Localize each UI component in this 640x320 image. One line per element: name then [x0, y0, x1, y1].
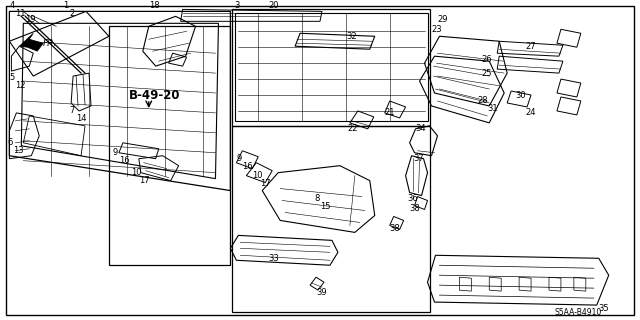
Text: 9: 9: [236, 154, 242, 163]
Text: S5AA-B4910: S5AA-B4910: [555, 308, 602, 316]
Text: 12: 12: [15, 81, 26, 90]
Text: 17: 17: [139, 176, 149, 185]
Text: 22: 22: [348, 124, 358, 133]
Text: 39: 39: [316, 288, 326, 297]
Text: 10: 10: [252, 171, 263, 180]
Text: 16: 16: [119, 156, 129, 165]
Text: 24: 24: [525, 108, 536, 117]
Text: 10: 10: [131, 168, 141, 177]
Text: 4: 4: [10, 1, 15, 10]
Text: 38: 38: [390, 224, 401, 233]
Text: 25: 25: [481, 68, 492, 78]
Text: 14: 14: [76, 114, 86, 124]
Text: FR.: FR.: [44, 39, 58, 48]
Text: 13: 13: [13, 146, 24, 155]
Text: 26: 26: [481, 55, 492, 64]
Text: 16: 16: [243, 162, 253, 171]
Text: 36: 36: [408, 194, 419, 203]
Text: 2: 2: [69, 9, 74, 18]
Text: 28: 28: [477, 96, 488, 106]
Text: 7: 7: [69, 107, 74, 116]
Text: 3: 3: [234, 1, 240, 10]
Text: 34: 34: [415, 124, 426, 133]
Text: 30: 30: [515, 91, 525, 100]
Text: 9: 9: [113, 148, 118, 157]
Text: 38: 38: [410, 204, 420, 213]
Text: 37: 37: [413, 154, 424, 163]
Text: 21: 21: [385, 108, 396, 117]
Text: 1: 1: [63, 1, 68, 10]
Text: 8: 8: [314, 194, 319, 203]
Text: 5: 5: [10, 73, 15, 82]
Text: 31: 31: [487, 104, 498, 114]
Text: 32: 32: [346, 32, 356, 41]
Text: 29: 29: [438, 15, 448, 24]
Text: 19: 19: [26, 15, 36, 24]
Text: 20: 20: [268, 1, 279, 10]
Text: 18: 18: [148, 1, 159, 10]
Polygon shape: [19, 33, 44, 51]
Text: 11: 11: [15, 9, 26, 18]
Text: 23: 23: [431, 25, 442, 34]
Text: 6: 6: [8, 138, 13, 147]
Text: 33: 33: [268, 254, 279, 263]
Text: B-49-20: B-49-20: [129, 90, 180, 102]
Text: 35: 35: [599, 304, 609, 313]
Text: 27: 27: [525, 42, 536, 51]
Text: 17: 17: [260, 179, 271, 188]
Text: 15: 15: [320, 202, 330, 211]
